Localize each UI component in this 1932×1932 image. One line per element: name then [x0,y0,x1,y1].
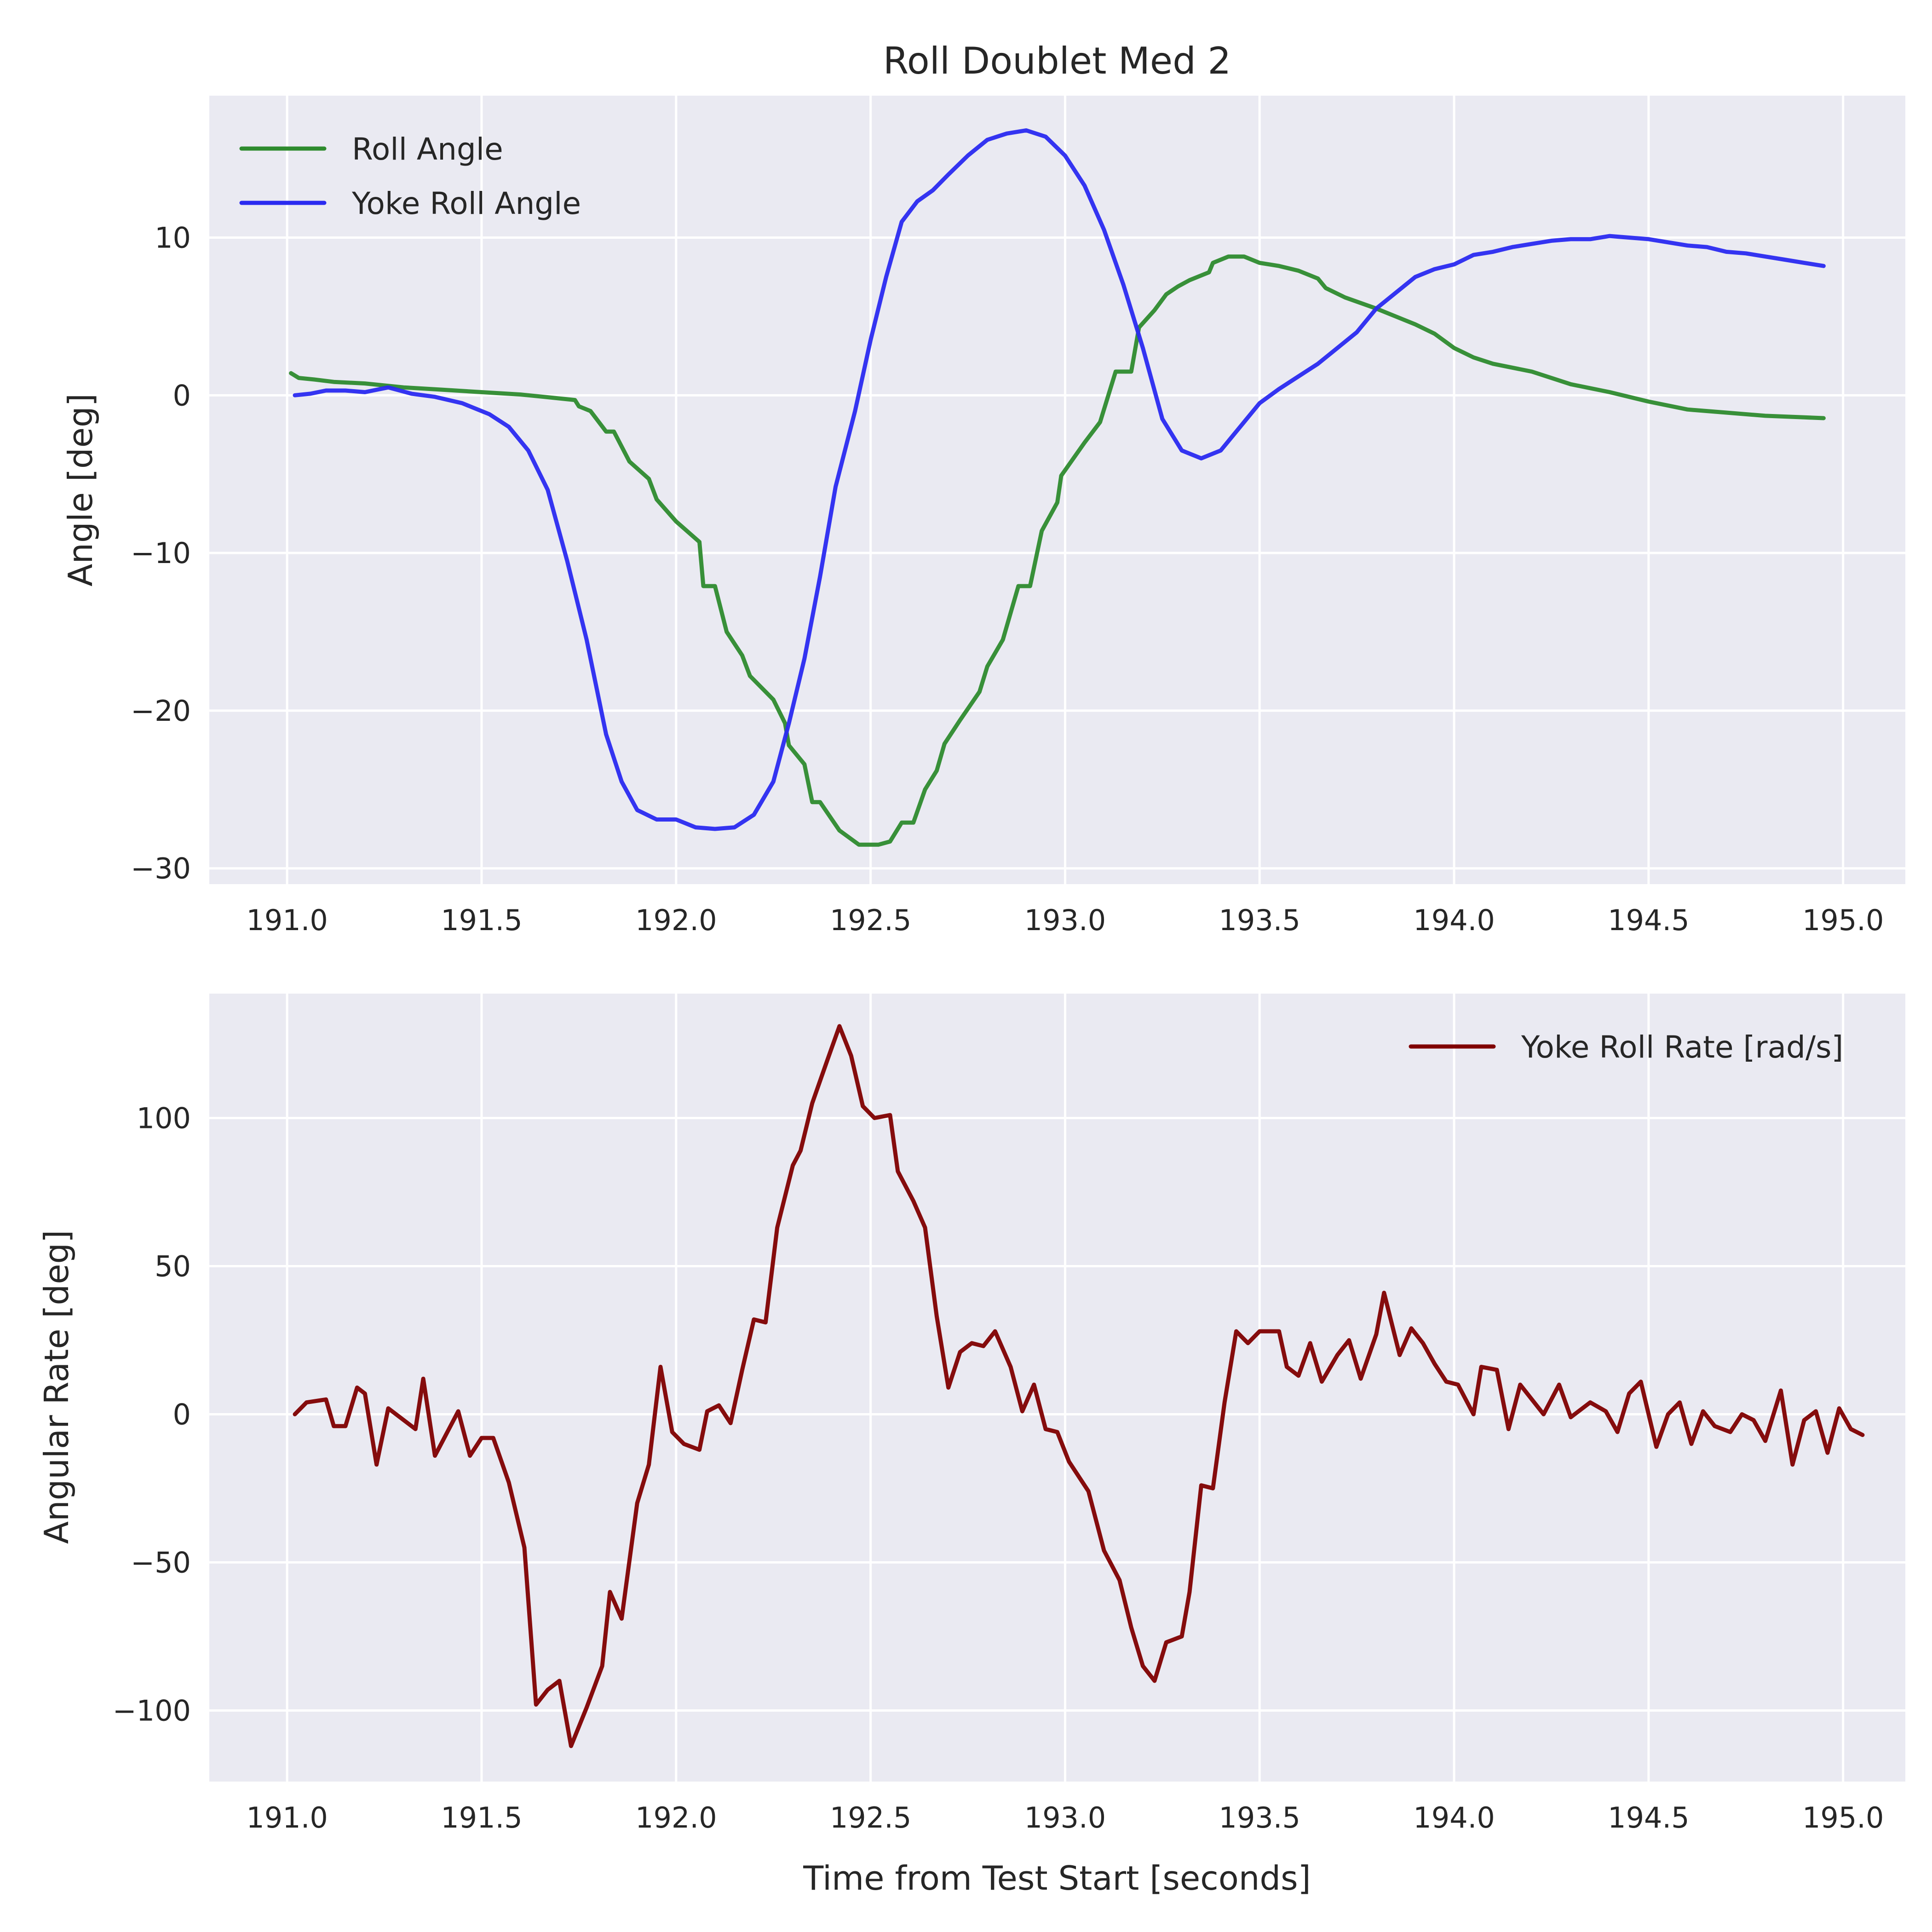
chart-title: Roll Doublet Med 2 [883,40,1231,82]
y-tick-label: −100 [113,1694,191,1727]
rate-x-tick-labels: 191.0 191.5 192.0 192.5 193.0 193.5 194.0 194.5… [246,1801,1884,1834]
x-tick-label: 191.0 [246,903,328,937]
y-tick-label: −50 [131,1546,191,1579]
angle-series-lines [289,128,1826,847]
y-tick-label: 0 [173,1397,191,1431]
x-tick-label: 193.5 [1219,903,1300,937]
x-tick-label: 194.0 [1413,903,1495,937]
y-tick-label: 100 [137,1101,191,1135]
angle-legend: Roll Angle Yoke Roll Angle [239,132,581,221]
x-tick-label: 195.0 [1802,903,1884,937]
y-tick-label: −10 [131,536,191,570]
angle-x-tick-labels: 191.0 191.5 192.0 192.5 193.0 193.5 194.0 194.5… [246,903,1884,937]
x-tick-label: 192.5 [830,903,912,937]
series-line-roll-angle [289,254,1826,847]
y-tick-label: −20 [131,694,191,728]
angle-y-tick-labels: −30 −20 −10 0 10 [131,221,191,886]
angle-grid [209,96,1905,884]
series-line-yoke-roll-rate-rad-s [293,1024,1865,1748]
angle-y-axis-label: Angle [deg] [61,393,100,586]
y-tick-label: 50 [155,1249,191,1283]
x-axis-label: Time from Test Start [seconds] [803,1859,1311,1898]
x-tick-label: 193.0 [1024,1801,1106,1834]
rate-axes: 191.0 191.5 192.0 192.5 193.0 193.5 194.0 194.5… [37,994,1905,1898]
rate-series-lines [293,1024,1865,1748]
x-tick-label: 193.0 [1024,903,1106,937]
x-tick-label: 192.0 [635,903,717,937]
x-tick-label: 194.5 [1608,903,1690,937]
rate-y-tick-labels: −100 −50 0 50 100 [113,1101,191,1727]
x-tick-label: 192.0 [635,1801,717,1834]
rate-grid [209,994,1905,1782]
x-tick-label: 192.5 [830,1801,912,1834]
x-tick-label: 191.0 [246,1801,328,1834]
x-tick-label: 191.5 [441,1801,523,1834]
legend-label: Roll Angle [352,132,503,167]
legend-label: Yoke Roll Angle [351,186,581,221]
y-tick-label: 0 [173,379,191,412]
rate-y-axis-label: Angular Rate [deg] [37,1230,76,1544]
rate-legend: Yoke Roll Rate [rad/s] [1409,1029,1843,1065]
x-tick-label: 195.0 [1802,1801,1884,1834]
x-tick-label: 191.5 [441,903,523,937]
x-tick-label: 194.0 [1413,1801,1495,1834]
series-line-yoke-roll-angle [293,128,1826,831]
y-tick-label: 10 [155,221,191,255]
angle-axes: 191.0 191.5 192.0 192.5 193.0 193.5 194.0 194.5… [61,40,1905,937]
legend-label: Yoke Roll Rate [rad/s] [1521,1029,1843,1065]
x-tick-label: 193.5 [1219,1801,1300,1834]
rate-plot-area [209,994,1905,1782]
y-tick-label: −30 [131,852,191,886]
x-tick-label: 194.5 [1608,1801,1690,1834]
